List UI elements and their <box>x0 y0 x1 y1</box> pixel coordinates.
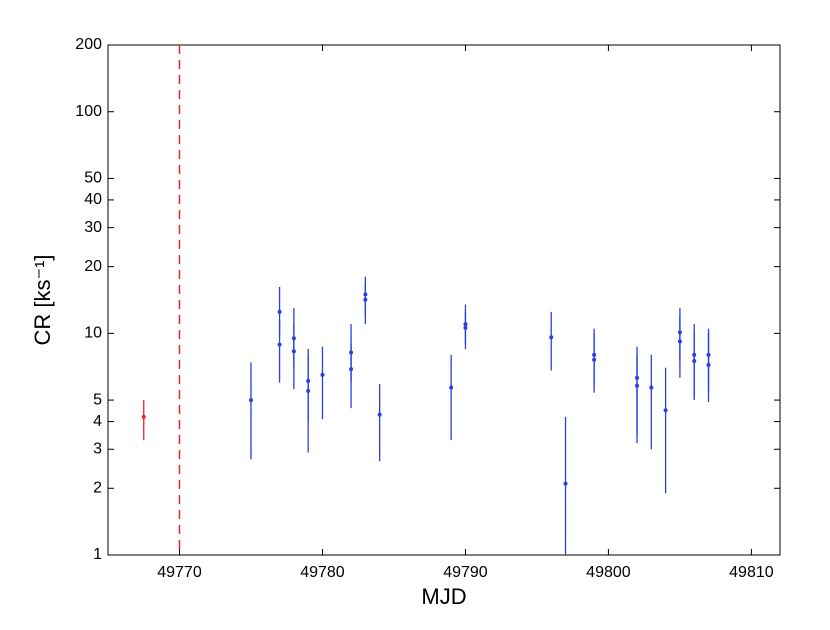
data-point <box>563 481 568 486</box>
data-point <box>706 362 711 367</box>
data-point <box>291 349 296 354</box>
y-tick-label: 5 <box>93 391 102 408</box>
y-axis-label: CR [ks⁻¹] <box>30 254 55 345</box>
data-point <box>141 414 146 419</box>
data-point <box>248 398 253 403</box>
data-point <box>592 357 597 362</box>
y-tick-label: 1 <box>93 546 102 563</box>
data-point <box>635 383 640 388</box>
data-point <box>277 342 282 347</box>
x-tick-label: 49770 <box>157 564 202 581</box>
x-tick-label: 49800 <box>586 564 631 581</box>
x-axis-label: MJD <box>421 584 466 609</box>
data-point <box>306 388 311 393</box>
data-point <box>663 408 668 413</box>
data-point <box>320 372 325 377</box>
y-tick-label: 4 <box>93 413 102 430</box>
y-tick-label: 50 <box>84 170 102 187</box>
data-point <box>549 335 554 340</box>
data-point <box>349 367 354 372</box>
y-tick-label: 2 <box>93 479 102 496</box>
data-point <box>677 339 682 344</box>
plot-frame <box>107 44 781 556</box>
data-point <box>363 297 368 302</box>
x-tick-label: 49790 <box>443 564 488 581</box>
y-tick-label: 200 <box>75 36 102 53</box>
y-tick-label: 30 <box>84 219 102 236</box>
y-tick-label: 100 <box>75 103 102 120</box>
x-tick-label: 49810 <box>729 564 774 581</box>
data-point <box>377 412 382 417</box>
data-point <box>649 385 654 390</box>
y-tick-label: 20 <box>84 258 102 275</box>
x-tick-label: 49780 <box>300 564 345 581</box>
data-point <box>692 359 697 364</box>
data-point <box>463 325 468 330</box>
data-point <box>277 309 282 314</box>
y-tick-label: 3 <box>93 440 102 457</box>
y-tick-label: 10 <box>84 325 102 342</box>
data-point <box>449 385 454 390</box>
y-tick-label: 40 <box>84 191 102 208</box>
